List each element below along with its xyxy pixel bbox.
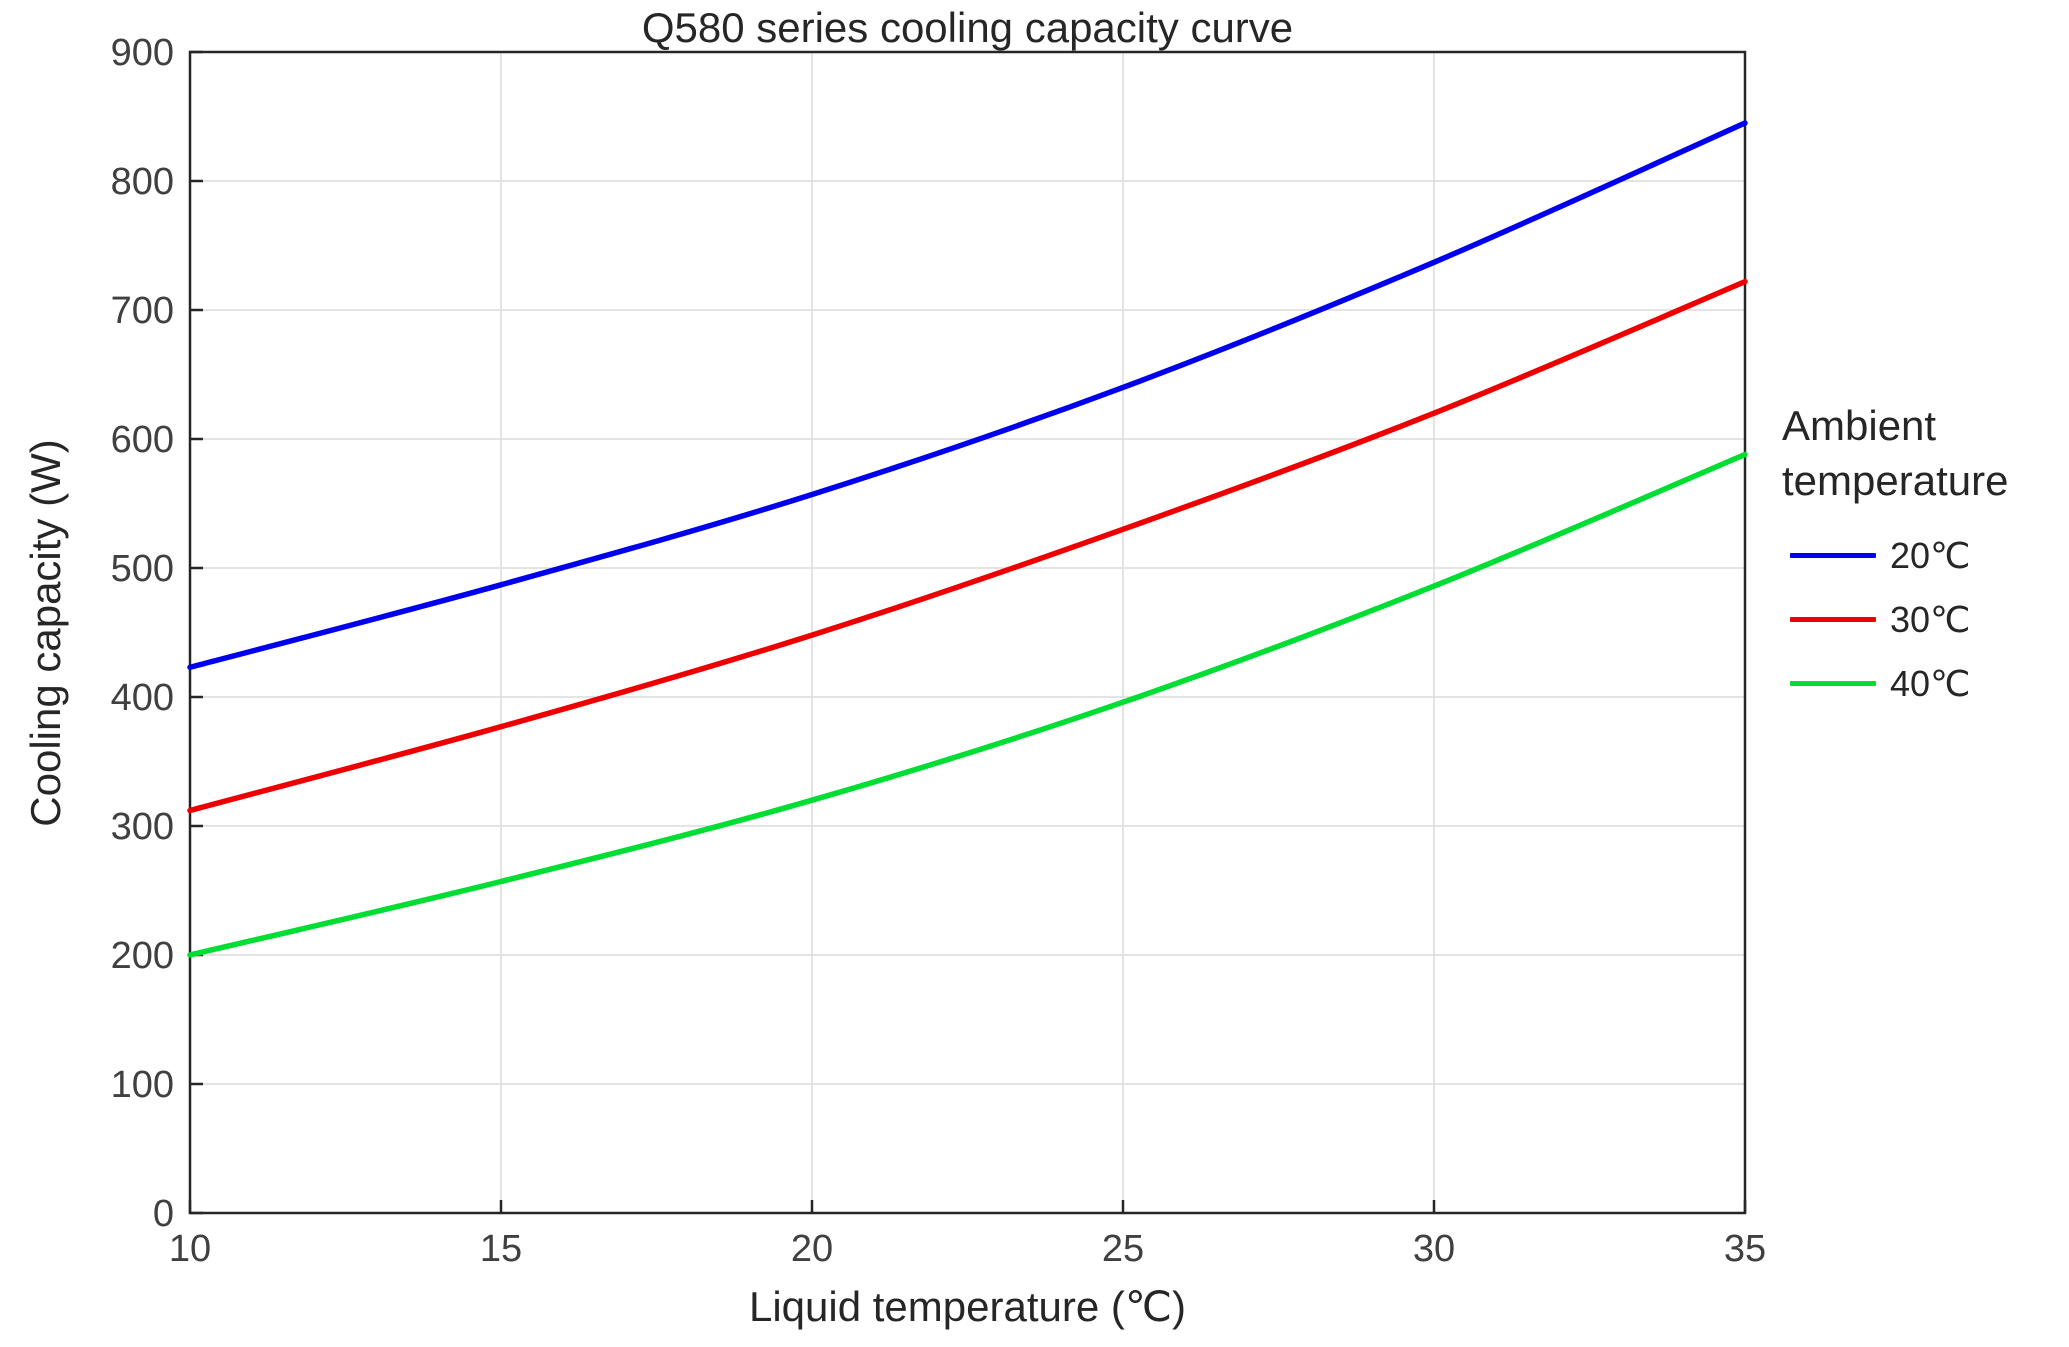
legend: Ambient temperature 20℃ 30℃ 40℃ — [1782, 398, 2062, 727]
x-tick-label: 10 — [169, 1228, 211, 1270]
legend-item: 20℃ — [1790, 535, 2062, 577]
y-tick-label: 300 — [111, 806, 174, 848]
legend-item: 30℃ — [1790, 599, 2062, 641]
legend-item-label: 40℃ — [1890, 662, 1971, 704]
y-tick-label: 600 — [111, 419, 174, 461]
x-tick-label: 15 — [480, 1228, 522, 1270]
x-tick-label: 30 — [1413, 1228, 1455, 1270]
legend-title-line1: Ambient — [1782, 402, 1937, 449]
legend-item: 40℃ — [1790, 663, 2062, 705]
y-tick-label: 500 — [111, 548, 174, 590]
x-tick-label: 35 — [1724, 1228, 1766, 1270]
y-tick-label: 900 — [111, 32, 174, 74]
series-curve-20℃ — [187, 120, 1748, 671]
x-axis-label: Liquid temperature (℃) — [748, 1283, 1187, 1330]
y-tick-label: 100 — [111, 1064, 174, 1106]
x-tick-label: 25 — [1102, 1228, 1144, 1270]
legend-items: 20℃ 30℃ 40℃ — [1790, 535, 2062, 705]
legend-line-swatch — [1790, 681, 1876, 687]
series-curve-30℃ — [187, 278, 1748, 814]
y-tick-label: 200 — [111, 935, 174, 977]
chart-title: Q580 series cooling capacity curve — [641, 4, 1294, 51]
legend-item-label: 20℃ — [1890, 534, 1971, 576]
axis-box — [188, 50, 1747, 1215]
series-curve-40℃ — [187, 451, 1748, 958]
y-tick-label: 700 — [111, 290, 174, 332]
legend-title: Ambient temperature — [1782, 398, 2062, 509]
y-tick-label: 400 — [111, 677, 174, 719]
y-tick-label: 800 — [111, 161, 174, 203]
y-tick-label: 0 — [153, 1193, 174, 1235]
legend-line-swatch — [1790, 553, 1876, 559]
x-tick-label: 20 — [791, 1228, 833, 1270]
legend-item-label: 30℃ — [1890, 598, 1971, 640]
legend-line-swatch — [1790, 617, 1876, 623]
legend-title-line2: temperature — [1782, 457, 2009, 505]
